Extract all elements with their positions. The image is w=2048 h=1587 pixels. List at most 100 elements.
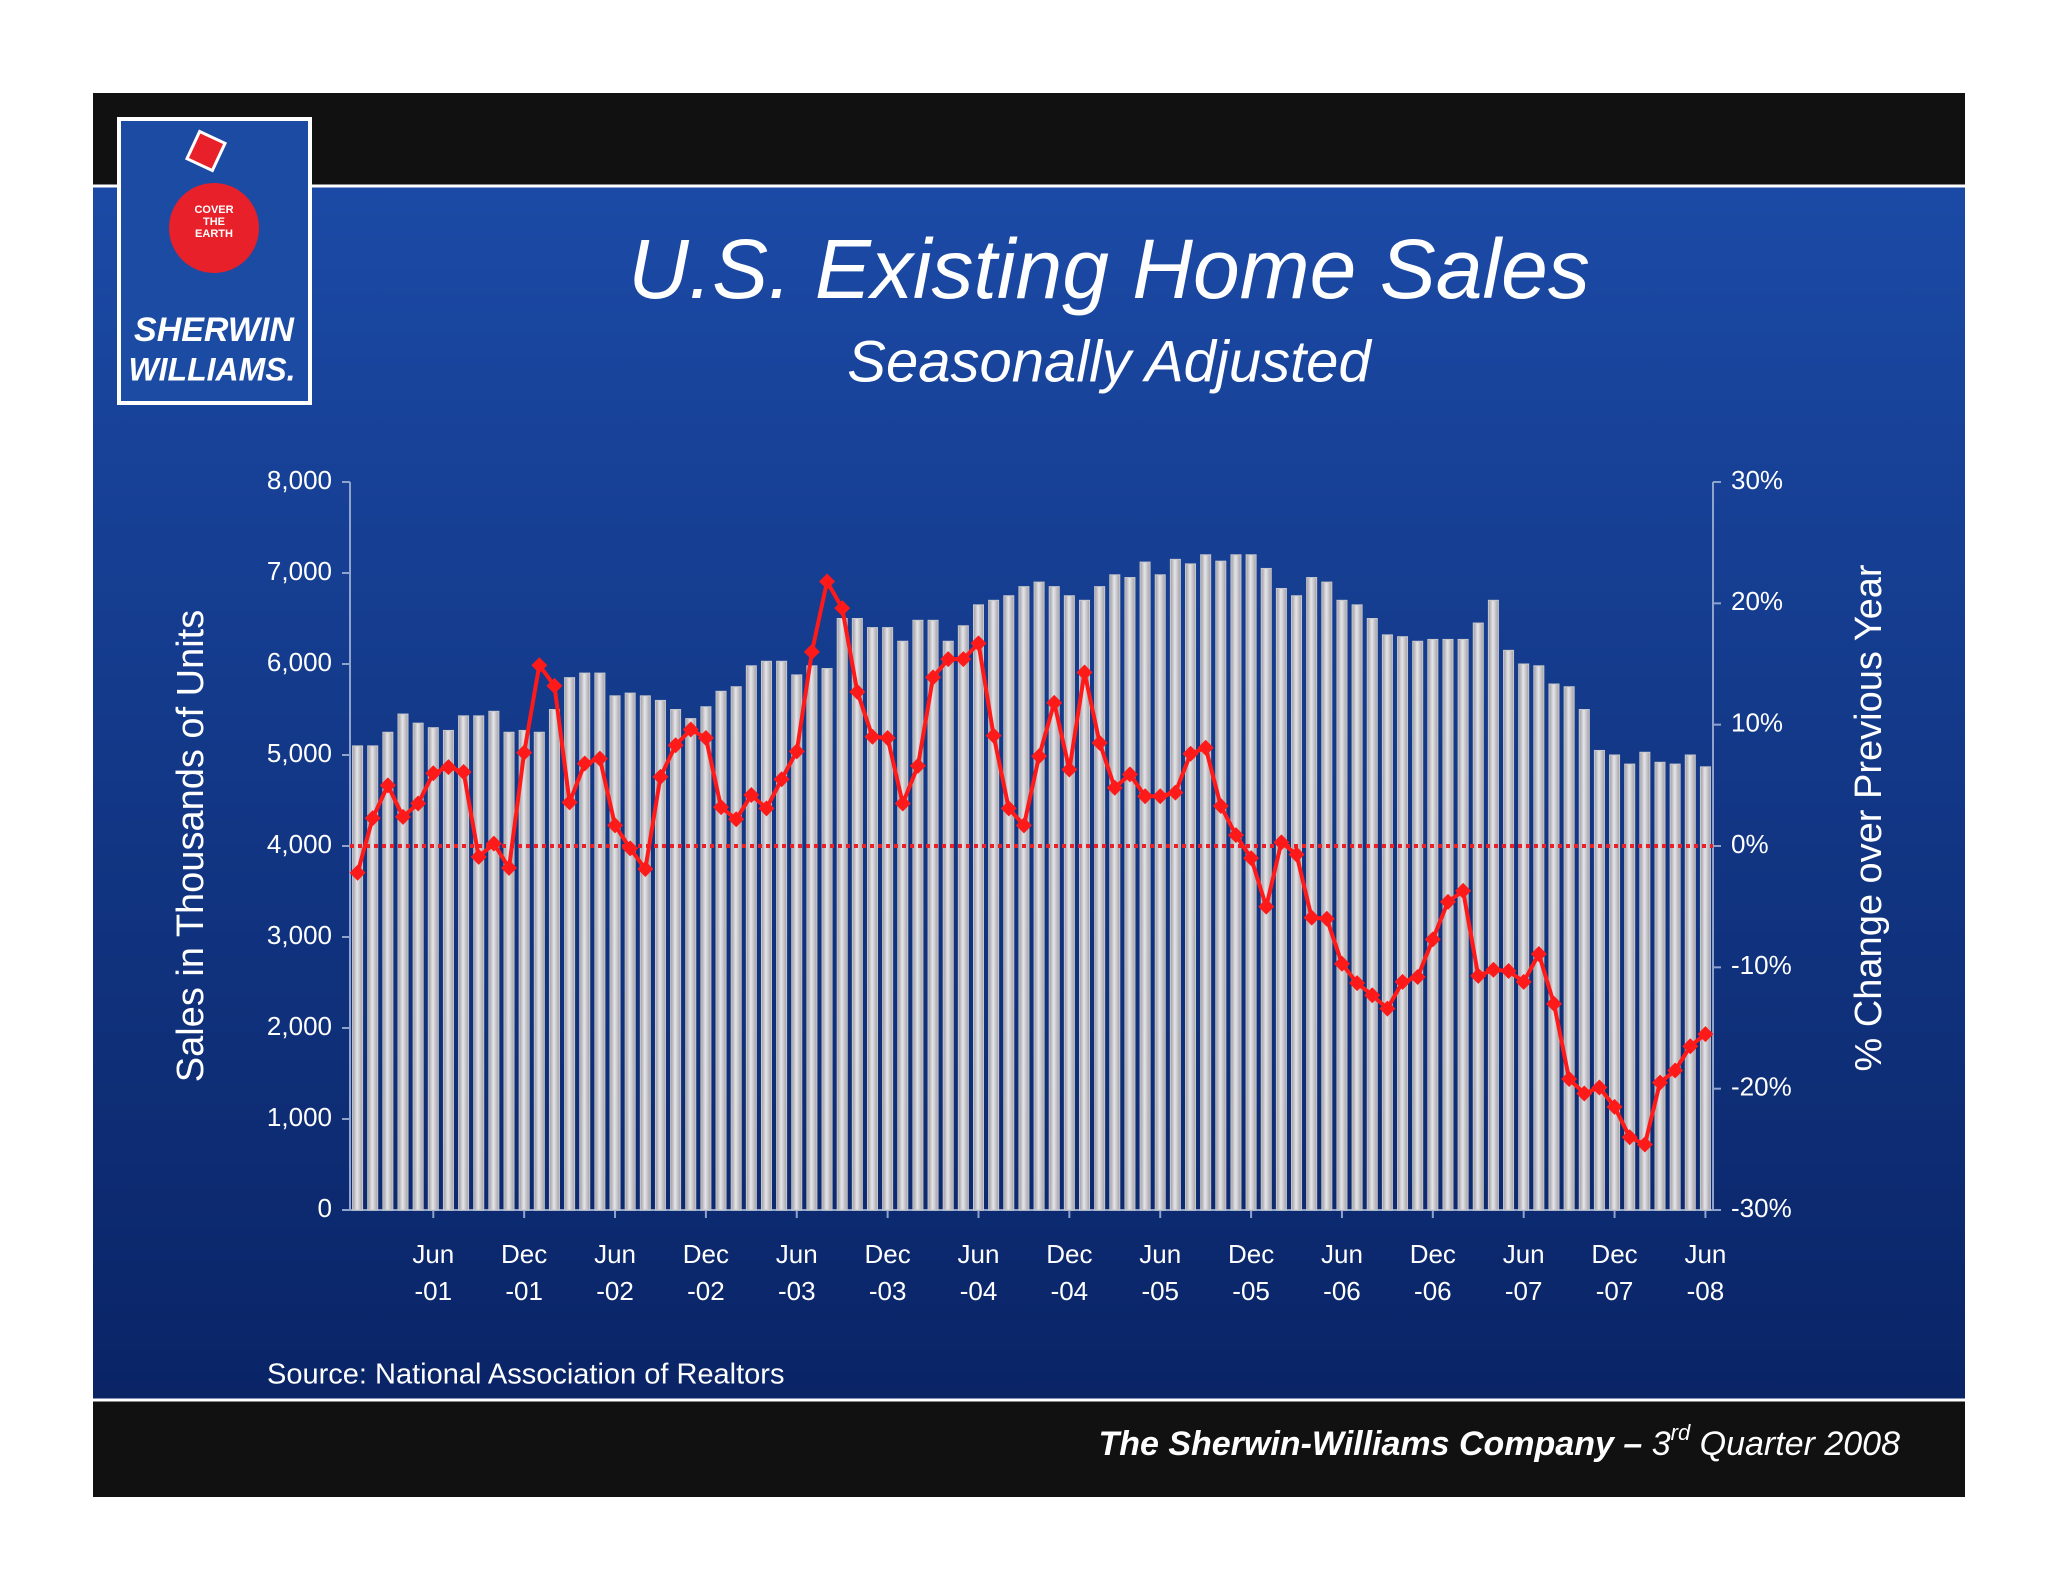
y-tick-label: 7,000 bbox=[267, 556, 332, 586]
bar bbox=[942, 640, 954, 1211]
x-tick-label: Dec -04 bbox=[1046, 1239, 1092, 1306]
bar bbox=[1018, 586, 1030, 1211]
point bbox=[970, 635, 987, 652]
bar bbox=[1563, 686, 1575, 1211]
x-tick-label-line: -05 bbox=[1141, 1276, 1179, 1306]
bar bbox=[458, 715, 470, 1211]
point bbox=[1682, 1038, 1699, 1055]
footer: The Sherwin-Williams Company – 3rd Quart… bbox=[1098, 1413, 1900, 1463]
point bbox=[1364, 987, 1381, 1004]
x-tick-label-line: -07 bbox=[1505, 1276, 1543, 1306]
bar bbox=[609, 695, 621, 1211]
x-tick-label: Jun -06 bbox=[1321, 1239, 1363, 1306]
bar bbox=[1003, 595, 1015, 1211]
bar bbox=[806, 665, 818, 1211]
point bbox=[773, 771, 790, 788]
bar bbox=[1200, 554, 1212, 1211]
bar bbox=[1669, 763, 1681, 1211]
y2-tick-label: -20% bbox=[1731, 1072, 1792, 1102]
x-tick-label-line: Jun bbox=[594, 1239, 636, 1269]
bar bbox=[912, 619, 924, 1211]
point bbox=[667, 737, 684, 754]
y2-tick-label: -10% bbox=[1731, 950, 1792, 980]
bar bbox=[1109, 574, 1121, 1211]
point bbox=[940, 651, 957, 668]
bar bbox=[1518, 663, 1530, 1211]
bar bbox=[1472, 622, 1484, 1211]
y-tick-label: 3,000 bbox=[267, 920, 332, 950]
bar bbox=[1578, 709, 1590, 1211]
logo-name: WILLIAMS. bbox=[128, 351, 295, 387]
point bbox=[1031, 748, 1048, 765]
bar bbox=[745, 665, 757, 1211]
bar bbox=[1397, 636, 1409, 1211]
bar bbox=[957, 625, 969, 1211]
y-tick-label: 2,000 bbox=[267, 1011, 332, 1041]
point bbox=[1243, 850, 1260, 867]
bar bbox=[897, 640, 909, 1211]
x-tick-label-line: -03 bbox=[869, 1276, 907, 1306]
point bbox=[1197, 739, 1214, 756]
point bbox=[1439, 893, 1456, 910]
point bbox=[819, 573, 836, 590]
bar bbox=[624, 692, 636, 1211]
bar bbox=[1230, 554, 1242, 1211]
point bbox=[576, 755, 593, 772]
y2-tick-label: -30% bbox=[1731, 1193, 1792, 1223]
point bbox=[531, 657, 548, 674]
point bbox=[1606, 1098, 1623, 1115]
bar bbox=[548, 709, 560, 1211]
bar bbox=[1548, 683, 1560, 1211]
point bbox=[1076, 664, 1093, 681]
point bbox=[743, 787, 760, 804]
logo-name: SHERWIN bbox=[134, 311, 295, 349]
point bbox=[925, 669, 942, 686]
point bbox=[410, 795, 427, 812]
point bbox=[1333, 955, 1350, 972]
bar bbox=[503, 731, 515, 1211]
x-tick-label-line: Jun bbox=[412, 1239, 454, 1269]
logo-badge: COVER bbox=[194, 204, 233, 216]
footer-number: 3 bbox=[1652, 1425, 1671, 1463]
point bbox=[501, 859, 518, 876]
point bbox=[1424, 931, 1441, 948]
bar bbox=[866, 627, 878, 1211]
point bbox=[728, 811, 745, 828]
point bbox=[1636, 1136, 1653, 1153]
bar bbox=[397, 713, 409, 1211]
bar bbox=[1154, 574, 1166, 1211]
point bbox=[1182, 745, 1199, 762]
chart-title: U.S. Existing Home Sales bbox=[628, 222, 1590, 316]
bar bbox=[473, 715, 485, 1211]
point bbox=[849, 683, 866, 700]
point bbox=[1015, 817, 1032, 834]
point bbox=[1455, 882, 1472, 899]
point bbox=[909, 757, 926, 774]
y-tick-label: 5,000 bbox=[267, 738, 332, 768]
point bbox=[1167, 784, 1184, 801]
bar bbox=[1593, 749, 1605, 1211]
bar bbox=[579, 672, 591, 1211]
point bbox=[1046, 694, 1063, 711]
point bbox=[985, 727, 1002, 744]
bar bbox=[412, 722, 424, 1211]
bar bbox=[427, 727, 439, 1211]
point bbox=[682, 721, 699, 738]
y2-tick-label: 20% bbox=[1731, 586, 1783, 616]
bar bbox=[882, 627, 894, 1211]
y-tick-label: 0 bbox=[318, 1193, 332, 1223]
bar bbox=[1503, 649, 1515, 1211]
bar bbox=[791, 674, 803, 1211]
logo-badge: EARTH bbox=[195, 228, 233, 240]
bar bbox=[730, 686, 742, 1211]
logo-can bbox=[184, 129, 228, 173]
x-tick-label: Dec -01 bbox=[501, 1239, 547, 1306]
x-tick-label-line: Jun bbox=[958, 1239, 1000, 1269]
logo-globe bbox=[169, 183, 259, 273]
y2-tick-label: 0% bbox=[1731, 829, 1769, 859]
x-tick-label-line: -01 bbox=[415, 1276, 453, 1306]
x-tick-label-line: Jun bbox=[1139, 1239, 1181, 1269]
bar bbox=[715, 690, 727, 1211]
x-tick-label-line: -06 bbox=[1323, 1276, 1361, 1306]
point bbox=[697, 730, 714, 747]
